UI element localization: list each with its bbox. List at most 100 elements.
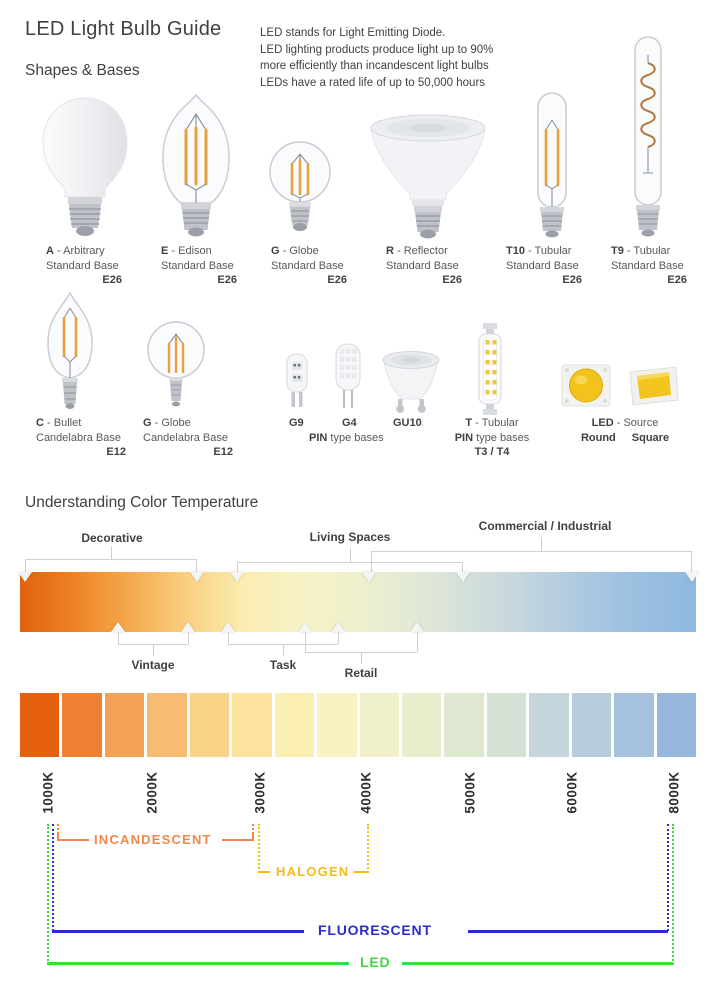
- halogen-range-connector: [367, 824, 369, 873]
- bulb-label-c: C - Bullet Candelabra Base E12: [36, 417, 126, 459]
- marker-triangle-down: [362, 572, 376, 582]
- led-round-chip-image: [560, 362, 612, 408]
- bulb-label-gu10: GU10: [393, 417, 422, 429]
- led-range-connector: [672, 824, 674, 965]
- halogen-range-line: [354, 871, 368, 873]
- halogen-range-line: [258, 871, 270, 873]
- marker-triangle-down: [190, 572, 204, 582]
- marker-triangle-up: [410, 622, 424, 632]
- bulb-label-g9: G9: [289, 417, 304, 429]
- bulb-label-a: A - Arbitrary Standard Base E26: [46, 245, 122, 287]
- temp-segment: [444, 693, 484, 757]
- bulb-g-candelabra-image: [146, 320, 206, 410]
- kelvin-label: 1000K: [40, 770, 56, 814]
- fluorescent-range-label: FLUORESCENT: [318, 922, 432, 938]
- bulb-label-g-candelabra: G - Globe Candelabra Base E12: [143, 417, 233, 459]
- incandescent-range-line: [222, 839, 254, 841]
- kelvin-segment-bar: [20, 693, 696, 757]
- marker-triangle-up: [298, 622, 312, 632]
- zone-label-living-spaces: Living Spaces: [309, 530, 391, 544]
- led-range-line: [47, 962, 349, 965]
- bulb-label-g4: G4: [342, 417, 357, 429]
- marker-triangle-up: [331, 622, 345, 632]
- bulb-label-r: R - Reflector Standard Base E26: [386, 245, 462, 287]
- temp-segment: [317, 693, 357, 757]
- kelvin-label: 8000K: [666, 770, 682, 814]
- marker-triangle-down: [456, 572, 470, 582]
- zone-label-vintage: Vintage: [131, 658, 175, 672]
- bulb-label-t10: T10 - Tubular Standard Base E26: [506, 245, 582, 287]
- fluorescent-range-line: [52, 930, 304, 933]
- incandescent-range-connector: [252, 824, 254, 834]
- bulb-label-t9: T9 - Tubular Standard Base E26: [611, 245, 687, 287]
- zone-label-commercial-industrial: Commercial / Industrial: [478, 519, 612, 533]
- bracket-living-spaces: [237, 562, 463, 563]
- led-range-label: LED: [360, 954, 391, 970]
- marker-triangle-up: [221, 622, 235, 632]
- halogen-range-label: HALOGEN: [276, 864, 350, 879]
- led-square-chip-image: [627, 362, 681, 408]
- section-title-shapes-bases: Shapes & Bases: [25, 62, 140, 79]
- temp-segment: [189, 693, 230, 757]
- temp-segment: [486, 693, 527, 757]
- temp-segment: [571, 693, 612, 757]
- kelvin-label: 5000K: [462, 770, 478, 814]
- kelvin-label: 4000K: [358, 770, 374, 814]
- bulb-gu10-image: [380, 349, 442, 415]
- bulb-label-t-tubular: T - Tubular PIN type bases T3 / T4: [454, 417, 530, 459]
- kelvin-label: 6000K: [564, 770, 580, 814]
- kelvin-label: 2000K: [144, 770, 160, 814]
- bulb-e-edison-image: [158, 92, 234, 240]
- marker-triangle-up: [111, 622, 125, 632]
- bulb-a-arbitrary-image: [40, 95, 130, 240]
- temp-segment: [232, 693, 272, 757]
- bulb-r-reflector-image: [368, 112, 488, 240]
- bulb-g4-image: [333, 342, 363, 410]
- bulb-t-r7s-image: [470, 323, 510, 415]
- led-range-connector: [47, 824, 49, 965]
- marker-triangle-down: [230, 572, 244, 582]
- temp-segment: [274, 693, 315, 757]
- intro-line: LED stands for Light Emitting Diode.: [260, 27, 446, 39]
- intro-text: LED stands for Light Emitting Diode. LED…: [260, 25, 493, 92]
- temp-segment: [614, 693, 654, 757]
- temp-segment: [62, 693, 102, 757]
- temp-segment: [20, 693, 60, 757]
- marker-triangle-down: [685, 572, 699, 582]
- incandescent-range-label: INCANDESCENT: [94, 832, 212, 847]
- temp-segment: [656, 693, 696, 757]
- page-title: LED Light Bulb Guide: [25, 18, 222, 40]
- bulb-t9-tubular-image: [625, 35, 671, 240]
- temp-segment: [529, 693, 569, 757]
- bulb-c-bullet-image: [40, 290, 100, 410]
- fluorescent-range-connector: [52, 824, 54, 931]
- temp-segment: [401, 693, 442, 757]
- zone-label-retail: Retail: [344, 666, 378, 680]
- bulb-label-led-source: LED - Source Round Square: [580, 417, 670, 444]
- temp-segment: [147, 693, 187, 757]
- incandescent-range-line: [57, 839, 89, 841]
- zone-label-task: Task: [269, 658, 297, 672]
- bulb-g9-image: [283, 352, 311, 410]
- intro-line: LEDs have a rated life of up to 50,000 h…: [260, 77, 486, 90]
- intro-line: more efficiently than incandescent light…: [260, 60, 489, 73]
- temp-segment: [359, 693, 399, 757]
- incandescent-range-connector: [57, 824, 59, 834]
- bulb-label-e: E - Edison Standard Base E26: [161, 245, 237, 287]
- kelvin-label: 3000K: [252, 770, 268, 814]
- gradient-bar: [20, 572, 696, 632]
- fluorescent-range-connector: [667, 824, 669, 931]
- section-title-color-temperature: Understanding Color Temperature: [25, 494, 259, 511]
- led-range-line: [402, 962, 673, 965]
- zone-label-decorative: Decorative: [81, 531, 143, 545]
- marker-triangle-up: [181, 622, 195, 632]
- marker-triangle-down: [18, 572, 32, 582]
- halogen-range-connector: [258, 824, 260, 873]
- intro-line: LED lighting products produce light up t…: [260, 43, 494, 56]
- temp-segment: [104, 693, 145, 757]
- pin-type-bases-label: PIN type bases: [309, 432, 384, 444]
- fluorescent-range-line: [468, 930, 668, 933]
- bulb-g-globe-image: [268, 140, 332, 240]
- bracket-decorative: [25, 559, 197, 560]
